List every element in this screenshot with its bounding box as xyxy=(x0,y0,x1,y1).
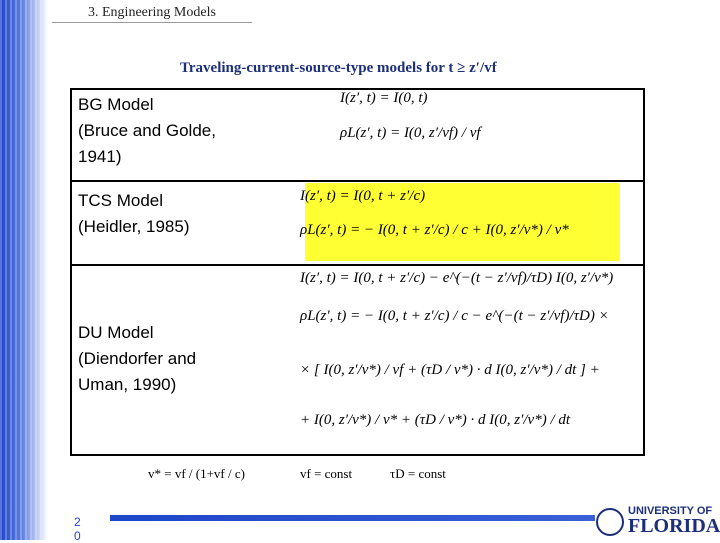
highlight xyxy=(305,183,620,261)
equation: ρL(z′, t) = − I(0, t + z′/c) / c + I(0, … xyxy=(300,222,569,238)
slide-title: Traveling-current-source-type models for… xyxy=(180,60,497,76)
model-name: (Bruce and Golde, xyxy=(78,121,216,140)
footnote: τD = const xyxy=(390,466,446,481)
models-table xyxy=(70,88,645,456)
logo-seal xyxy=(596,508,624,536)
model-name: Uman, 1990) xyxy=(78,375,177,394)
model-name: 1941) xyxy=(78,147,122,166)
header-rule xyxy=(52,22,252,23)
sidebar-decoration xyxy=(0,0,48,540)
equation: I(z′, t) = I(0, t + z′/c) − e^(−(t − z′/… xyxy=(300,270,614,286)
row-divider xyxy=(70,180,645,182)
model-name: TCS Model xyxy=(78,191,164,210)
page-number: 0 xyxy=(74,529,81,543)
equation: × [ I(0, z′/v*) / vf + (τD / v*) · d I(0… xyxy=(300,362,600,378)
equation: + I(0, z′/v*) / v* + (τD / v*) · d I(0, … xyxy=(300,412,571,428)
page-number: 2 xyxy=(74,515,81,529)
equation: ρL(z′, t) = I(0, z′/vf) / vf xyxy=(340,125,481,141)
footer-bar xyxy=(110,515,595,521)
row-divider xyxy=(70,264,645,266)
model-name: (Diendorfer and xyxy=(78,349,197,368)
logo-text: FLORIDA xyxy=(628,515,720,537)
footnote: vf = const xyxy=(300,466,353,481)
model-name: BG Model xyxy=(78,95,154,114)
section-header: 3. Engineering Models xyxy=(88,5,216,20)
model-name: DU Model xyxy=(78,323,154,342)
equation: I(z′, t) = I(0, t) xyxy=(340,90,428,106)
equation: ρL(z′, t) = − I(0, t + z′/c) / c − e^(−(… xyxy=(300,308,609,324)
footnote: v* = vf / (1+vf / c) xyxy=(148,466,245,481)
model-name: (Heidler, 1985) xyxy=(78,217,190,236)
logo-text: UNIVERSITY OF xyxy=(628,505,713,517)
equation: I(z′, t) = I(0, t + z′/c) xyxy=(300,188,426,204)
